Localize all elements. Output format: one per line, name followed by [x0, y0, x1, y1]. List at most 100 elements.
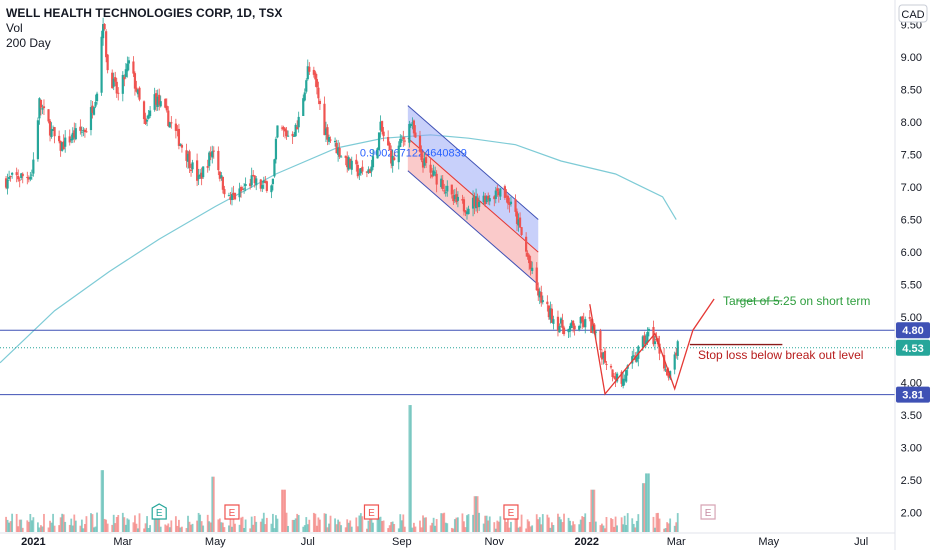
- volume-bar: [593, 489, 596, 532]
- candle-body: [221, 176, 224, 190]
- volume-bar: [422, 515, 424, 532]
- volume-bar: [644, 473, 647, 532]
- candle-body: [15, 172, 18, 176]
- volume-bar: [431, 522, 434, 532]
- candle-body: [326, 127, 329, 140]
- candle-body: [155, 93, 158, 105]
- candle-body: [17, 175, 20, 180]
- volume-bar: [297, 515, 300, 532]
- volume-bar: [514, 515, 517, 532]
- volume-bar: [202, 525, 205, 532]
- volume-bar: [64, 521, 67, 532]
- candle-body: [625, 370, 628, 382]
- volume-bar: [229, 516, 232, 532]
- candle-body: [346, 156, 349, 168]
- legend-volume[interactable]: Vol: [6, 21, 23, 35]
- candle-body: [347, 157, 350, 170]
- candle-body: [561, 319, 564, 329]
- volume-bar: [17, 526, 20, 532]
- candle-body: [550, 308, 553, 323]
- candle-body: [570, 322, 573, 328]
- volume-bar: [443, 512, 446, 532]
- horizontal-lines-layer: [0, 329, 895, 396]
- volume-bar: [220, 522, 223, 532]
- candle-body: [302, 98, 305, 116]
- volume-bar: [52, 513, 54, 532]
- volume-bar: [648, 473, 650, 532]
- candle-body: [6, 179, 9, 189]
- earnings-marker-label: E: [705, 508, 712, 519]
- candle-body: [474, 196, 478, 209]
- candle-body: [370, 166, 373, 172]
- candle-body: [526, 252, 529, 257]
- time-tick-label: Sep: [392, 536, 412, 548]
- volume-bar: [8, 522, 10, 532]
- price-tick-label: 5.50: [901, 280, 922, 292]
- volume-bar: [423, 517, 426, 532]
- candle-body: [7, 177, 11, 179]
- candle-body: [71, 132, 74, 140]
- volume-bar: [218, 518, 221, 532]
- volume-bar: [21, 527, 24, 532]
- candle-body: [450, 184, 453, 195]
- candle-body: [529, 260, 532, 269]
- volume-bar: [635, 520, 638, 532]
- candle-body: [59, 140, 62, 151]
- candle-body: [39, 99, 43, 108]
- candle-body: [229, 196, 232, 200]
- candle-body: [41, 108, 44, 110]
- candle-body: [335, 142, 338, 154]
- volume-bar: [634, 527, 637, 532]
- candle-body: [471, 197, 475, 209]
- candle-body: [165, 105, 168, 111]
- candle-body: [238, 188, 241, 198]
- candle-body: [600, 352, 604, 360]
- volume-bar: [669, 518, 672, 532]
- candle-body: [79, 126, 82, 131]
- candle-body: [338, 147, 341, 157]
- volume-bar: [37, 522, 39, 532]
- candle-body: [305, 80, 308, 92]
- volume-bar: [557, 513, 559, 532]
- volume-bar: [464, 527, 467, 532]
- candle-body: [117, 92, 120, 94]
- volume-bar: [5, 516, 7, 532]
- volume-bar: [303, 525, 306, 532]
- volume-bar: [32, 517, 35, 532]
- candles-layer: [4, 17, 679, 389]
- candle-body: [282, 126, 285, 130]
- candle-body: [518, 217, 522, 228]
- candle-body: [186, 153, 190, 162]
- volume-bar: [178, 519, 180, 532]
- candle-body: [414, 132, 417, 138]
- volume-bar: [156, 515, 159, 532]
- volume-bar: [643, 483, 646, 532]
- candle-body: [36, 120, 40, 160]
- volume-bar: [312, 512, 315, 532]
- time-tick-label: Jul: [301, 536, 315, 548]
- candle-body: [156, 96, 159, 107]
- candle-body: [135, 87, 138, 92]
- volume-bar: [185, 528, 188, 532]
- volume-bar: [93, 527, 95, 532]
- candle-body: [138, 87, 141, 100]
- candle-body: [241, 189, 244, 191]
- candle-body: [199, 174, 202, 177]
- volume-bar: [168, 527, 171, 532]
- candle-body: [556, 316, 560, 331]
- volume-bar: [570, 525, 573, 532]
- volume-bar: [126, 518, 129, 532]
- candle-body: [167, 110, 170, 127]
- candle-body: [127, 60, 130, 64]
- volume-bar: [100, 470, 103, 532]
- candle-body: [230, 194, 234, 201]
- volume-bar: [325, 513, 327, 532]
- legend-ma[interactable]: 200 Day: [6, 36, 51, 50]
- candle-body: [423, 158, 426, 166]
- volume-bar: [209, 522, 212, 532]
- candle-body: [191, 162, 194, 170]
- candle-body: [209, 152, 212, 157]
- candle-body: [105, 31, 108, 58]
